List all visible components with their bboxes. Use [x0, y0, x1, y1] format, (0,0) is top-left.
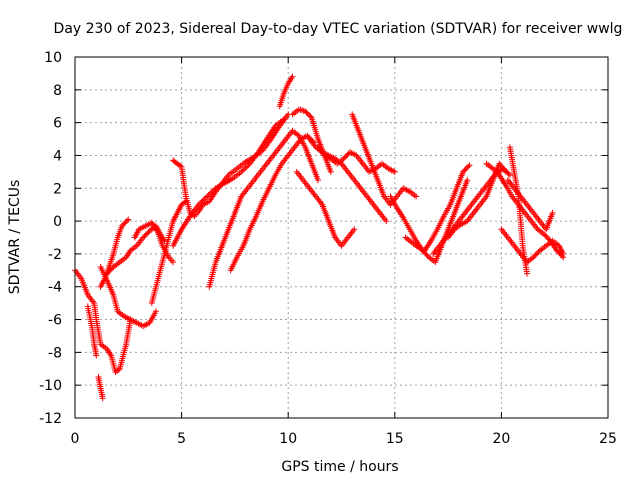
data-point-markers — [95, 374, 106, 402]
series-arc-22 — [445, 160, 509, 241]
y-tick-labels: -12 -10 -8 -6 -4 -2 0 2 4 6 8 10 — [39, 50, 62, 427]
series-arc-2 — [84, 303, 100, 359]
data-point-markers — [227, 132, 317, 274]
data-point-markers — [170, 111, 292, 220]
x-tick-label: 10 — [279, 431, 297, 447]
data-point-markers — [276, 73, 296, 110]
series-arc-11 — [206, 127, 321, 290]
x-tick-label: 25 — [599, 431, 617, 447]
data-point-markers — [293, 168, 358, 249]
y-tick-label: -4 — [48, 280, 62, 296]
series-arc-26 — [504, 177, 556, 233]
series-arc-24 — [506, 144, 530, 277]
y-tick-label: 2 — [53, 181, 62, 197]
axis-ticks — [74, 56, 609, 419]
x-tick-label: 5 — [177, 431, 186, 447]
series-arc-25 — [498, 226, 567, 266]
data-point-markers — [170, 116, 287, 249]
data-point-markers — [402, 162, 473, 254]
x-tick-labels: 0 5 10 15 20 25 — [71, 431, 617, 447]
y-tick-label: -6 — [48, 313, 62, 329]
series-arc-8 — [148, 198, 189, 307]
data-point-markers — [445, 160, 509, 241]
y-tick-label: -12 — [39, 411, 62, 427]
chart-title: Day 230 of 2023, Sidereal Day-to-day VTE… — [54, 21, 623, 37]
series-arc-20 — [402, 162, 473, 254]
data-point-markers — [84, 303, 100, 359]
x-tick-label: 0 — [71, 431, 80, 447]
data-point-markers — [148, 198, 189, 307]
data-point-markers — [206, 127, 321, 290]
x-axis-title: GPS time / hours — [281, 459, 398, 475]
series-arc-10 — [170, 116, 287, 249]
data-point-markers — [315, 144, 398, 175]
y-tick-label: 6 — [53, 116, 62, 132]
series-arc-12 — [227, 132, 317, 274]
plot-frame — [74, 56, 609, 419]
series-arc-16 — [293, 168, 358, 249]
x-tick-label: 20 — [492, 431, 510, 447]
y-tick-label: -8 — [48, 345, 62, 361]
data-point-markers — [506, 144, 530, 277]
y-tick-label: -10 — [39, 378, 62, 394]
grid-lines — [75, 57, 608, 418]
y-axis-title: SDTVAR / TECUs — [7, 180, 23, 295]
series-arc-18 — [349, 111, 420, 208]
y-tick-label: 8 — [53, 83, 62, 99]
data-points — [72, 73, 567, 402]
data-point-markers — [349, 111, 420, 208]
series-arc-9 — [170, 111, 292, 220]
data-point-markers — [504, 177, 556, 233]
y-tick-label: 0 — [53, 214, 62, 230]
x-tick-label: 15 — [386, 431, 404, 447]
series-arc-3 — [95, 374, 106, 402]
y-tick-label: 10 — [44, 50, 62, 66]
series-arc-5 — [97, 216, 132, 290]
data-point-markers — [498, 226, 567, 266]
series-arc-17 — [315, 144, 398, 175]
y-tick-label: 4 — [53, 148, 62, 164]
y-tick-label: -2 — [48, 247, 62, 263]
data-point-markers — [97, 216, 132, 290]
series-arc-13 — [276, 73, 296, 110]
